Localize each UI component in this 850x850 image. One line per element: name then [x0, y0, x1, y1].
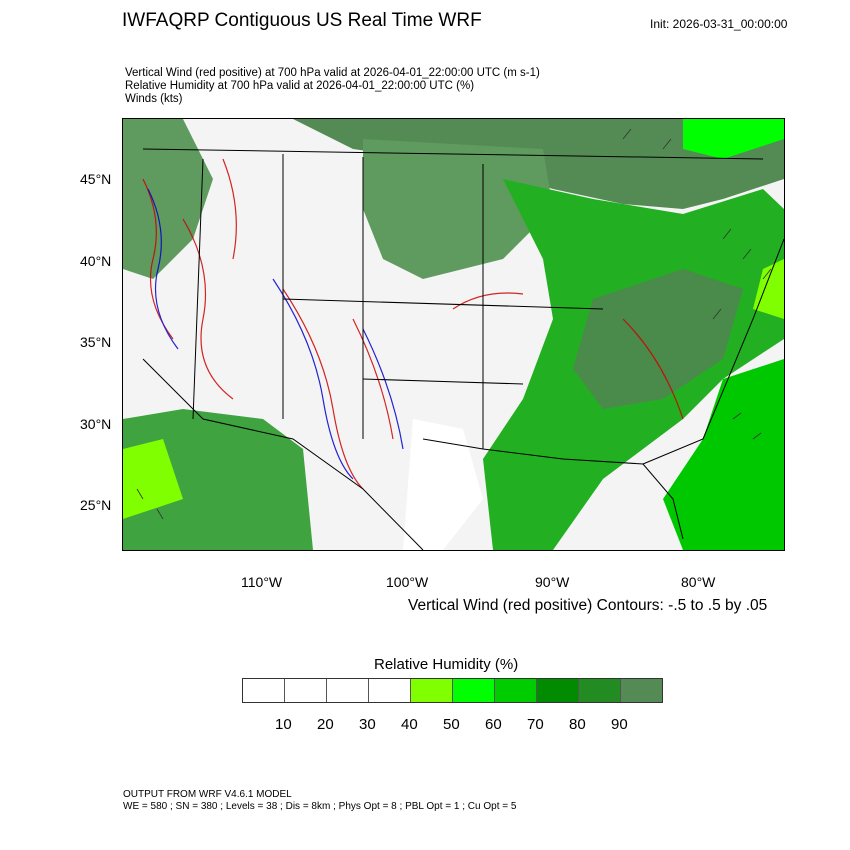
- subtitle-vertical-wind: Vertical Wind (red positive) at 700 hPa …: [125, 67, 540, 79]
- colorbar-swatch: [537, 679, 579, 702]
- vertical-wind-contours: [142, 158, 684, 490]
- subtitle-relative-humidity: Relative Humidity at 700 hPa valid at 20…: [125, 80, 475, 92]
- colorbar-swatch: [411, 679, 453, 702]
- colorbar-label: 80: [569, 716, 586, 733]
- colorbar: [242, 678, 663, 703]
- colorbar-label: 30: [359, 716, 376, 733]
- lat-label-40: 40°N: [80, 253, 112, 269]
- contour-note: Vertical Wind (red positive) Contours: -…: [408, 597, 768, 614]
- subtitle-winds: Winds (kts): [125, 93, 183, 105]
- wind-barbs: [136, 128, 772, 520]
- colorbar-swatch: [495, 679, 537, 702]
- plot-title: IWFAQRP Contiguous US Real Time WRF: [122, 10, 482, 31]
- footer-options: WE = 580 ; SN = 380 ; Levels = 38 ; Dis …: [123, 801, 517, 812]
- colorbar-label: 20: [317, 716, 334, 733]
- lat-label-35: 35°N: [80, 334, 112, 350]
- colorbar-swatch: [621, 679, 662, 702]
- lon-label-90: 90°W: [535, 574, 570, 590]
- lat-label-45: 45°N: [80, 171, 112, 187]
- colorbar-label: 40: [401, 716, 418, 733]
- map-canvas: [123, 119, 785, 551]
- lon-label-80: 80°W: [681, 574, 716, 590]
- humidity-fill: [123, 119, 784, 550]
- init-time: Init: 2026-03-31_00:00:00: [650, 17, 788, 31]
- colorbar-swatch: [453, 679, 495, 702]
- lat-label-30: 30°N: [80, 416, 112, 432]
- colorbar-swatch: [327, 679, 369, 702]
- lon-label-100: 100°W: [386, 574, 429, 590]
- colorbar-label: 90: [611, 716, 628, 733]
- colorbar-swatch: [285, 679, 327, 702]
- weather-map: [122, 118, 785, 551]
- state-borders: [142, 148, 785, 551]
- footer-model: OUTPUT FROM WRF V4.6.1 MODEL: [123, 789, 292, 800]
- lon-label-110: 110°W: [241, 574, 283, 590]
- colorbar-swatch: [579, 679, 621, 702]
- colorbar-title: Relative Humidity (%): [374, 656, 519, 673]
- colorbar-label: 10: [275, 716, 292, 733]
- colorbar-label: 50: [443, 716, 460, 733]
- lat-label-25: 25°N: [80, 497, 112, 513]
- colorbar-swatch: [369, 679, 411, 702]
- colorbar-label: 70: [527, 716, 544, 733]
- colorbar-swatch: [243, 679, 285, 702]
- colorbar-label: 60: [485, 716, 502, 733]
